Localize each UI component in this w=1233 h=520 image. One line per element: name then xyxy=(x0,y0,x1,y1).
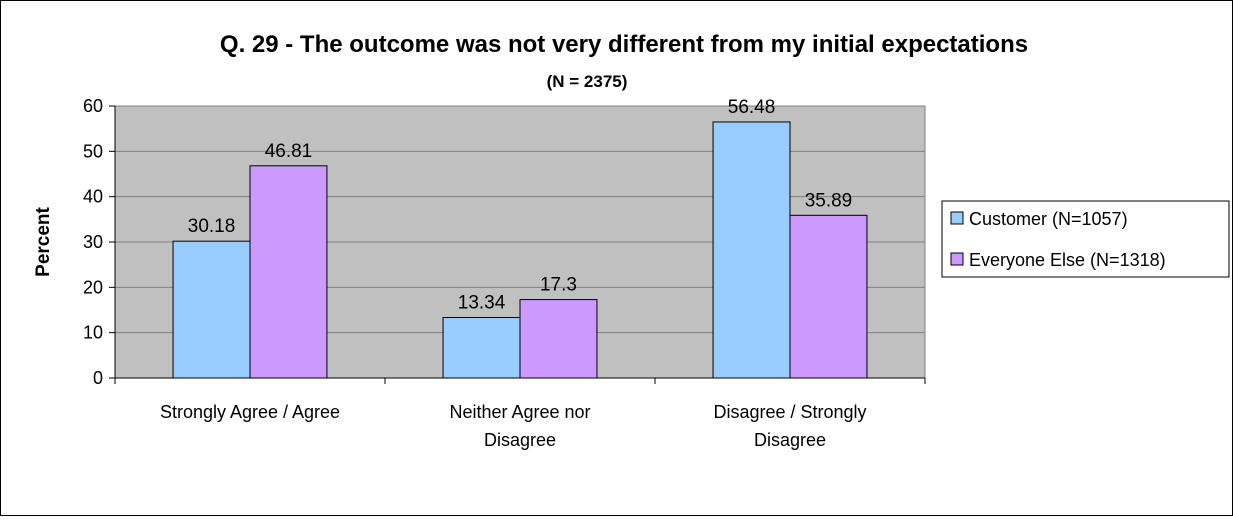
data-label-customer: 56.48 xyxy=(728,97,776,118)
data-label-everyone-else: 46.81 xyxy=(265,141,313,162)
y-tick-label: 10 xyxy=(83,323,103,343)
x-category-label: Disagree / Strongly Disagree xyxy=(713,402,866,450)
bar-everyone-else xyxy=(789,214,868,379)
axes: 0 10 20 30 40 50 60 Strongly Agree / Agree Neith… xyxy=(83,96,926,450)
legend-box xyxy=(941,200,1230,278)
x-category-label: Strongly Agree / Agree xyxy=(160,402,340,422)
data-labels: 30.18 46.81 13.34 17.3 56.48 35.89 xyxy=(188,97,852,314)
data-label-customer: 30.18 xyxy=(188,216,236,237)
data-label-everyone-else: 17.3 xyxy=(540,275,577,296)
y-tick-label: 0 xyxy=(93,368,103,388)
bar-everyone-else xyxy=(519,299,598,379)
bar-customer xyxy=(442,317,521,379)
legend-label-customer: Customer (N=1057) xyxy=(969,209,1128,229)
y-tick-label: 60 xyxy=(83,96,103,116)
x-category-label: Neither Agree nor Disagree xyxy=(449,402,590,450)
data-label-customer: 13.34 xyxy=(458,293,506,314)
y-tick-label: 20 xyxy=(83,277,103,297)
chart-subtitle: (N = 2375) xyxy=(547,72,628,91)
legend-label-everyone-else: Everyone Else (N=1318) xyxy=(969,250,1166,270)
y-tick-label: 30 xyxy=(83,232,103,252)
bar-customer xyxy=(172,240,251,379)
y-axis-label: Percent xyxy=(33,206,54,276)
legend: Customer (N=1057) Everyone Else (N=1318) xyxy=(941,200,1230,278)
y-tick-label: 50 xyxy=(83,141,103,161)
data-label-everyone-else: 35.89 xyxy=(805,190,853,211)
y-tick-label: 40 xyxy=(83,187,103,207)
bar-customer xyxy=(712,121,791,379)
bars xyxy=(172,121,868,379)
legend-swatch-everyone-else xyxy=(950,252,964,266)
bar-everyone-else xyxy=(249,165,328,379)
chart-title: Q. 29 - The outcome was not very differe… xyxy=(220,31,1028,58)
legend-swatch-customer xyxy=(950,211,964,225)
